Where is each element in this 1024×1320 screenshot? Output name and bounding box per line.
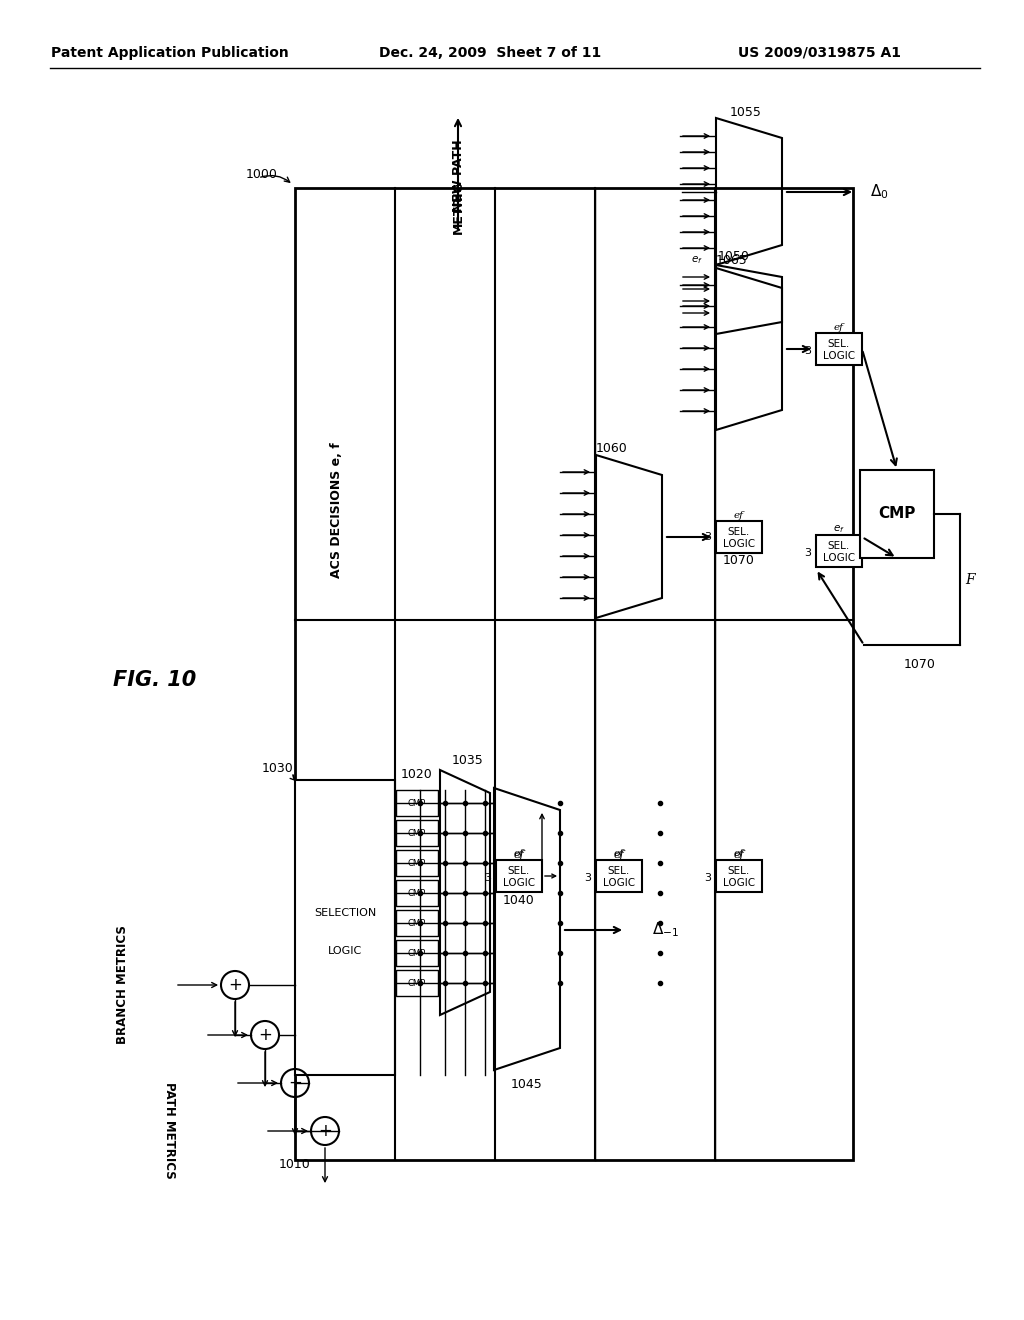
Bar xyxy=(816,535,862,568)
Text: 3: 3 xyxy=(705,532,711,543)
Bar xyxy=(716,861,762,892)
Text: $\Delta_0$: $\Delta_0$ xyxy=(870,182,889,202)
Text: 1030: 1030 xyxy=(261,762,293,775)
Text: ef: ef xyxy=(733,850,744,861)
Text: LOGIC: LOGIC xyxy=(823,553,855,564)
Bar xyxy=(716,521,762,553)
Text: US 2009/0319875 A1: US 2009/0319875 A1 xyxy=(738,46,901,59)
Text: ef: ef xyxy=(514,850,524,858)
Text: CMP: CMP xyxy=(408,919,426,928)
Text: 3: 3 xyxy=(484,873,490,883)
Text: CMP: CMP xyxy=(408,858,426,867)
Bar xyxy=(816,333,862,366)
Text: LOGIC: LOGIC xyxy=(723,539,755,549)
Text: 1010: 1010 xyxy=(280,1159,311,1172)
Text: 1040: 1040 xyxy=(503,894,535,907)
Text: 1065: 1065 xyxy=(716,253,748,267)
Text: FIG. 10: FIG. 10 xyxy=(114,671,197,690)
Bar xyxy=(396,880,438,906)
Bar xyxy=(860,470,934,558)
Text: SEL.: SEL. xyxy=(508,866,530,876)
Text: ef: ef xyxy=(734,511,744,520)
Text: CMP: CMP xyxy=(408,949,426,957)
Bar xyxy=(596,861,642,892)
Text: SEL.: SEL. xyxy=(608,866,630,876)
Text: 3: 3 xyxy=(705,873,711,883)
Text: ef: ef xyxy=(614,850,624,858)
Text: SEL.: SEL. xyxy=(827,541,850,552)
Text: SEL.: SEL. xyxy=(827,339,850,350)
Text: +: + xyxy=(258,1026,272,1044)
Text: LOGIC: LOGIC xyxy=(723,878,755,888)
Text: 1070: 1070 xyxy=(723,553,755,566)
Text: ef: ef xyxy=(834,322,844,331)
Text: CMP: CMP xyxy=(408,978,426,987)
Text: METRIC: METRIC xyxy=(452,182,465,235)
Bar xyxy=(396,820,438,846)
Text: LOGIC: LOGIC xyxy=(823,351,855,362)
Text: 1060: 1060 xyxy=(596,441,628,454)
Text: SEL.: SEL. xyxy=(728,866,751,876)
Text: +: + xyxy=(228,975,242,994)
Text: 1000: 1000 xyxy=(246,169,278,181)
Text: 1020: 1020 xyxy=(401,768,433,781)
Bar xyxy=(396,789,438,816)
Bar xyxy=(295,780,395,1074)
Text: LOGIC: LOGIC xyxy=(503,878,536,888)
Text: ef: ef xyxy=(613,850,625,861)
Text: 1055: 1055 xyxy=(730,106,762,119)
Text: LOGIC: LOGIC xyxy=(603,878,635,888)
Text: SELECTION: SELECTION xyxy=(314,908,376,917)
Text: CMP: CMP xyxy=(408,888,426,898)
Text: NEW PATH: NEW PATH xyxy=(452,140,465,213)
Text: LOGIC: LOGIC xyxy=(328,946,362,956)
Bar xyxy=(295,187,853,1160)
Bar xyxy=(396,970,438,997)
Text: Dec. 24, 2009  Sheet 7 of 11: Dec. 24, 2009 Sheet 7 of 11 xyxy=(379,46,601,59)
Text: ef: ef xyxy=(734,850,744,858)
Text: $e_f$: $e_f$ xyxy=(834,523,845,535)
Text: 3: 3 xyxy=(804,548,811,558)
Text: SEL.: SEL. xyxy=(728,527,751,537)
Bar xyxy=(396,909,438,936)
Text: 3: 3 xyxy=(804,346,811,356)
Text: 1050: 1050 xyxy=(718,249,750,263)
Text: CMP: CMP xyxy=(408,829,426,837)
Text: PATH METRICS: PATH METRICS xyxy=(164,1081,176,1179)
Text: ACS DECISIONS e, f: ACS DECISIONS e, f xyxy=(330,442,342,578)
Bar xyxy=(396,850,438,876)
Text: BRANCH METRICS: BRANCH METRICS xyxy=(116,925,128,1044)
Text: CMP: CMP xyxy=(408,799,426,808)
Bar xyxy=(496,861,542,892)
Text: $e_f$: $e_f$ xyxy=(691,253,703,265)
Text: 3: 3 xyxy=(584,873,591,883)
Text: CMP: CMP xyxy=(879,507,915,521)
Text: F: F xyxy=(965,573,975,587)
Text: +: + xyxy=(288,1074,302,1092)
Text: +: + xyxy=(318,1122,332,1140)
Text: 1045: 1045 xyxy=(511,1078,543,1092)
Text: ef: ef xyxy=(514,850,524,861)
Text: 1035: 1035 xyxy=(453,754,484,767)
Text: $\Delta_{-1}$: $\Delta_{-1}$ xyxy=(652,920,679,940)
Text: 1070: 1070 xyxy=(904,659,936,672)
Text: Patent Application Publication: Patent Application Publication xyxy=(51,46,289,59)
Bar xyxy=(396,940,438,966)
